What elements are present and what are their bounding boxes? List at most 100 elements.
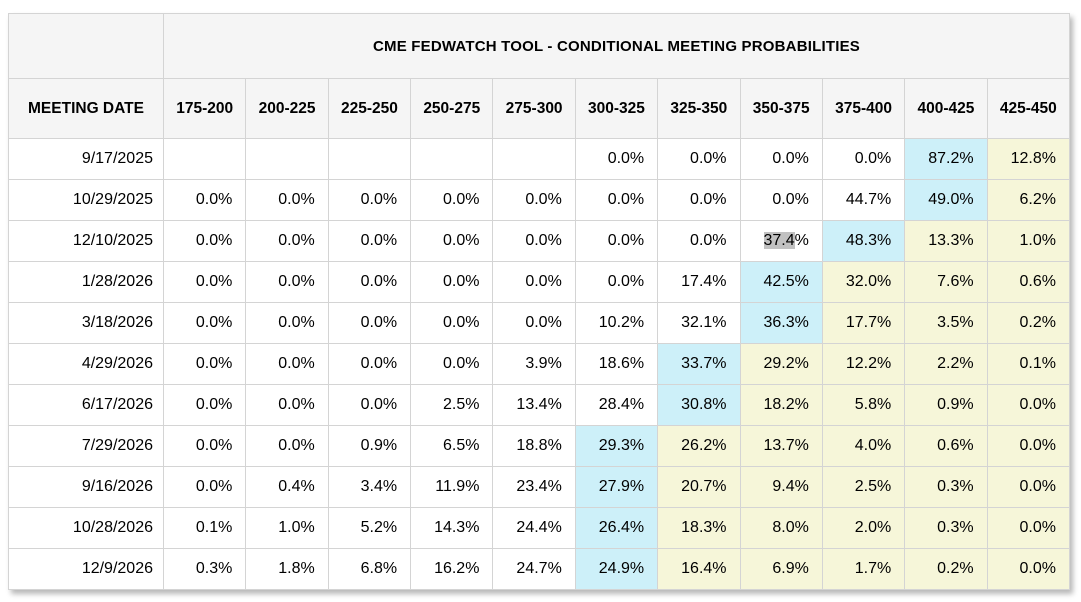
probability-cell: 0.9%: [327, 425, 412, 467]
probability-cell: 0.0%: [162, 220, 247, 262]
probability-cell: 0.0%: [657, 179, 741, 221]
probability-cell: 3.4%: [327, 466, 412, 508]
probability-cell: 0.3%: [904, 466, 988, 508]
probability-cell: 28.4%: [574, 384, 659, 426]
probability-cell: 1.8%: [245, 548, 329, 590]
probability-cell: 26.2%: [657, 425, 741, 467]
probability-cell: [245, 138, 329, 180]
probability-cell: 0.0%: [162, 302, 247, 344]
probability-cell: 0.9%: [904, 384, 988, 426]
meeting-date-cell: 9/17/2025: [8, 138, 164, 180]
probability-cell: 37.4%: [739, 220, 823, 262]
probability-cell: 0.0%: [410, 179, 494, 221]
probability-cell: 29.3%: [574, 425, 659, 467]
probability-cell: 9.4%: [739, 466, 823, 508]
probability-cell: 0.0%: [410, 261, 494, 303]
probability-cell: 0.0%: [245, 425, 329, 467]
probability-cell: 0.3%: [904, 507, 988, 549]
probability-cell: 29.2%: [739, 343, 823, 385]
table-head: CME FEDWATCH TOOL - CONDITIONAL MEETING …: [8, 13, 1071, 139]
probability-cell: 0.0%: [245, 343, 329, 385]
probability-cell: 44.7%: [821, 179, 906, 221]
probability-cell: 17.7%: [821, 302, 906, 344]
meeting-date-cell: 10/28/2026: [8, 507, 164, 549]
probability-cell: 18.6%: [574, 343, 659, 385]
probability-cell: 0.0%: [245, 384, 329, 426]
table-row: 10/29/2025 0.0% 0.0% 0.0% 0.0% 0.0% 0.0% 0.0% 0.…: [8, 179, 1071, 221]
probability-cell: 48.3%: [821, 220, 906, 262]
probability-cell: 0.0%: [245, 179, 329, 221]
probability-cell: 0.0%: [986, 384, 1071, 426]
probability-cell: 1.0%: [245, 507, 329, 549]
probability-cell: 0.0%: [492, 220, 576, 262]
meeting-date-cell: 4/29/2026: [8, 343, 164, 385]
probability-cell: 0.0%: [162, 343, 247, 385]
probability-cell: 6.5%: [410, 425, 494, 467]
conditional-meeting-probabilities: CME FEDWATCH TOOL - CONDITIONAL MEETING …: [8, 13, 1071, 590]
probability-cell: 0.0%: [162, 384, 247, 426]
probability-cell: 0.0%: [574, 220, 659, 262]
probability-cell: 0.0%: [245, 302, 329, 344]
probability-cell: 27.9%: [574, 466, 659, 508]
probability-cell: 2.5%: [410, 384, 494, 426]
probability-cell: 1.0%: [986, 220, 1071, 262]
meeting-date-cell: 10/29/2025: [8, 179, 164, 221]
probability-cell: 0.2%: [986, 302, 1071, 344]
probability-cell: 0.0%: [410, 343, 494, 385]
probability-cell: 0.0%: [327, 384, 412, 426]
probability-cell: 0.0%: [657, 138, 741, 180]
probability-cell: 24.7%: [492, 548, 576, 590]
probability-cell: 0.0%: [327, 343, 412, 385]
probability-cell: 87.2%: [904, 138, 988, 180]
probability-cell: 13.7%: [739, 425, 823, 467]
probability-cell: 16.2%: [410, 548, 494, 590]
probability-cell: 0.6%: [986, 261, 1071, 303]
rate-range-header: 275-300: [492, 78, 576, 139]
table-row: 4/29/2026 0.0% 0.0% 0.0% 0.0% 3.9% 18.6% 33.7% 2…: [8, 343, 1071, 385]
probability-cell: 0.4%: [245, 466, 329, 508]
rate-range-header: 425-450: [986, 78, 1071, 139]
probability-cell: 2.2%: [904, 343, 988, 385]
rate-range-header: 250-275: [410, 78, 494, 139]
meeting-date-cell: 1/28/2026: [8, 261, 164, 303]
table-row: 9/17/2025 0.0% 0.0% 0.0% 0.0% 87.2% 12.8%: [8, 138, 1071, 180]
table-row: 10/28/2026 0.1% 1.0% 5.2% 14.3% 24.4% 26.4% 18.…: [8, 507, 1071, 549]
probability-cell: 0.0%: [986, 425, 1071, 467]
probability-cell: [327, 138, 412, 180]
probability-cell: 11.9%: [410, 466, 494, 508]
probability-cell: 32.0%: [821, 261, 906, 303]
probability-cell: 0.0%: [492, 302, 576, 344]
rate-range-header: 300-325: [574, 78, 659, 139]
probability-cell: 30.8%: [657, 384, 741, 426]
meeting-date-cell: 9/16/2026: [8, 466, 164, 508]
probability-cell: 17.4%: [657, 261, 741, 303]
table-row: 1/28/2026 0.0% 0.0% 0.0% 0.0% 0.0% 0.0% 17.4% 42…: [8, 261, 1071, 303]
probability-cell: 0.2%: [904, 548, 988, 590]
probability-cell: 0.0%: [410, 302, 494, 344]
probability-cell: 0.0%: [986, 548, 1071, 590]
probability-cell: 0.0%: [574, 261, 659, 303]
probability-cell: 0.1%: [986, 343, 1071, 385]
probability-cell: 0.0%: [574, 179, 659, 221]
probability-cell: 14.3%: [410, 507, 494, 549]
table-title: CME FEDWATCH TOOL - CONDITIONAL MEETING …: [163, 13, 1070, 79]
probability-cell: 36.3%: [739, 302, 823, 344]
table-row: 7/29/2026 0.0% 0.0% 0.9% 6.5% 18.8% 29.3% 26.2%…: [8, 425, 1071, 467]
probability-cell: 0.0%: [574, 138, 659, 180]
probability-cell: 10.2%: [574, 302, 659, 344]
meeting-date-cell: 3/18/2026: [8, 302, 164, 344]
probability-cell: 0.0%: [162, 466, 247, 508]
meeting-date-cell: 6/17/2026: [8, 384, 164, 426]
rate-range-header: 225-250: [327, 78, 412, 139]
probability-cell: [410, 138, 494, 180]
probability-cell: 5.8%: [821, 384, 906, 426]
probability-cell: 3.9%: [492, 343, 576, 385]
probability-cell: 5.2%: [327, 507, 412, 549]
probability-cell: 13.4%: [492, 384, 576, 426]
probability-cell: 12.2%: [821, 343, 906, 385]
probability-cell: 24.4%: [492, 507, 576, 549]
meeting-date-cell: 7/29/2026: [8, 425, 164, 467]
probability-cell: 0.0%: [162, 425, 247, 467]
rate-range-header: 175-200: [162, 78, 247, 139]
probability-cell: 0.0%: [657, 220, 741, 262]
